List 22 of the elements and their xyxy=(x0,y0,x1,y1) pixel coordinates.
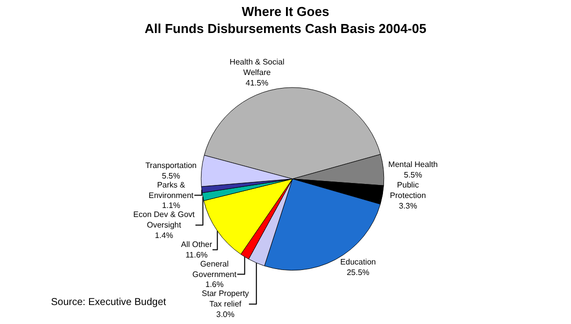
slice-label: Transportation xyxy=(145,161,197,170)
data-label: 1.1% xyxy=(162,201,180,210)
data-label: 5.5% xyxy=(404,170,422,180)
slice-label: Mental Health xyxy=(388,160,438,170)
data-label: 1.6% xyxy=(205,280,224,290)
slice-label: Star Property Tax relief xyxy=(202,289,249,309)
slice-label: Parks & Environment xyxy=(148,180,194,200)
source-note: Source: Executive Budget xyxy=(51,297,166,308)
data-label: 3.0% xyxy=(216,310,234,320)
data-label: 3.3% xyxy=(398,201,418,210)
slice-label: Public Protection xyxy=(390,180,426,200)
slice-label: General Government xyxy=(192,259,238,279)
data-label: 11.6% xyxy=(186,250,208,260)
data-label: 41.5% xyxy=(246,78,268,88)
data-label: 25.5% xyxy=(346,268,370,277)
slice-label: Health & Social Welfare xyxy=(230,58,285,78)
slice-label: All Other xyxy=(181,240,212,250)
data-label: 1.4% xyxy=(154,231,174,240)
slice-label: Education xyxy=(340,257,376,266)
data-label: 5.5% xyxy=(162,171,180,180)
chart-title: Where It Goes All Funds Disbursements Cash Basis 2004-05 xyxy=(144,4,426,36)
slice-label: Econ Dev & Govt Oversight xyxy=(133,210,196,230)
